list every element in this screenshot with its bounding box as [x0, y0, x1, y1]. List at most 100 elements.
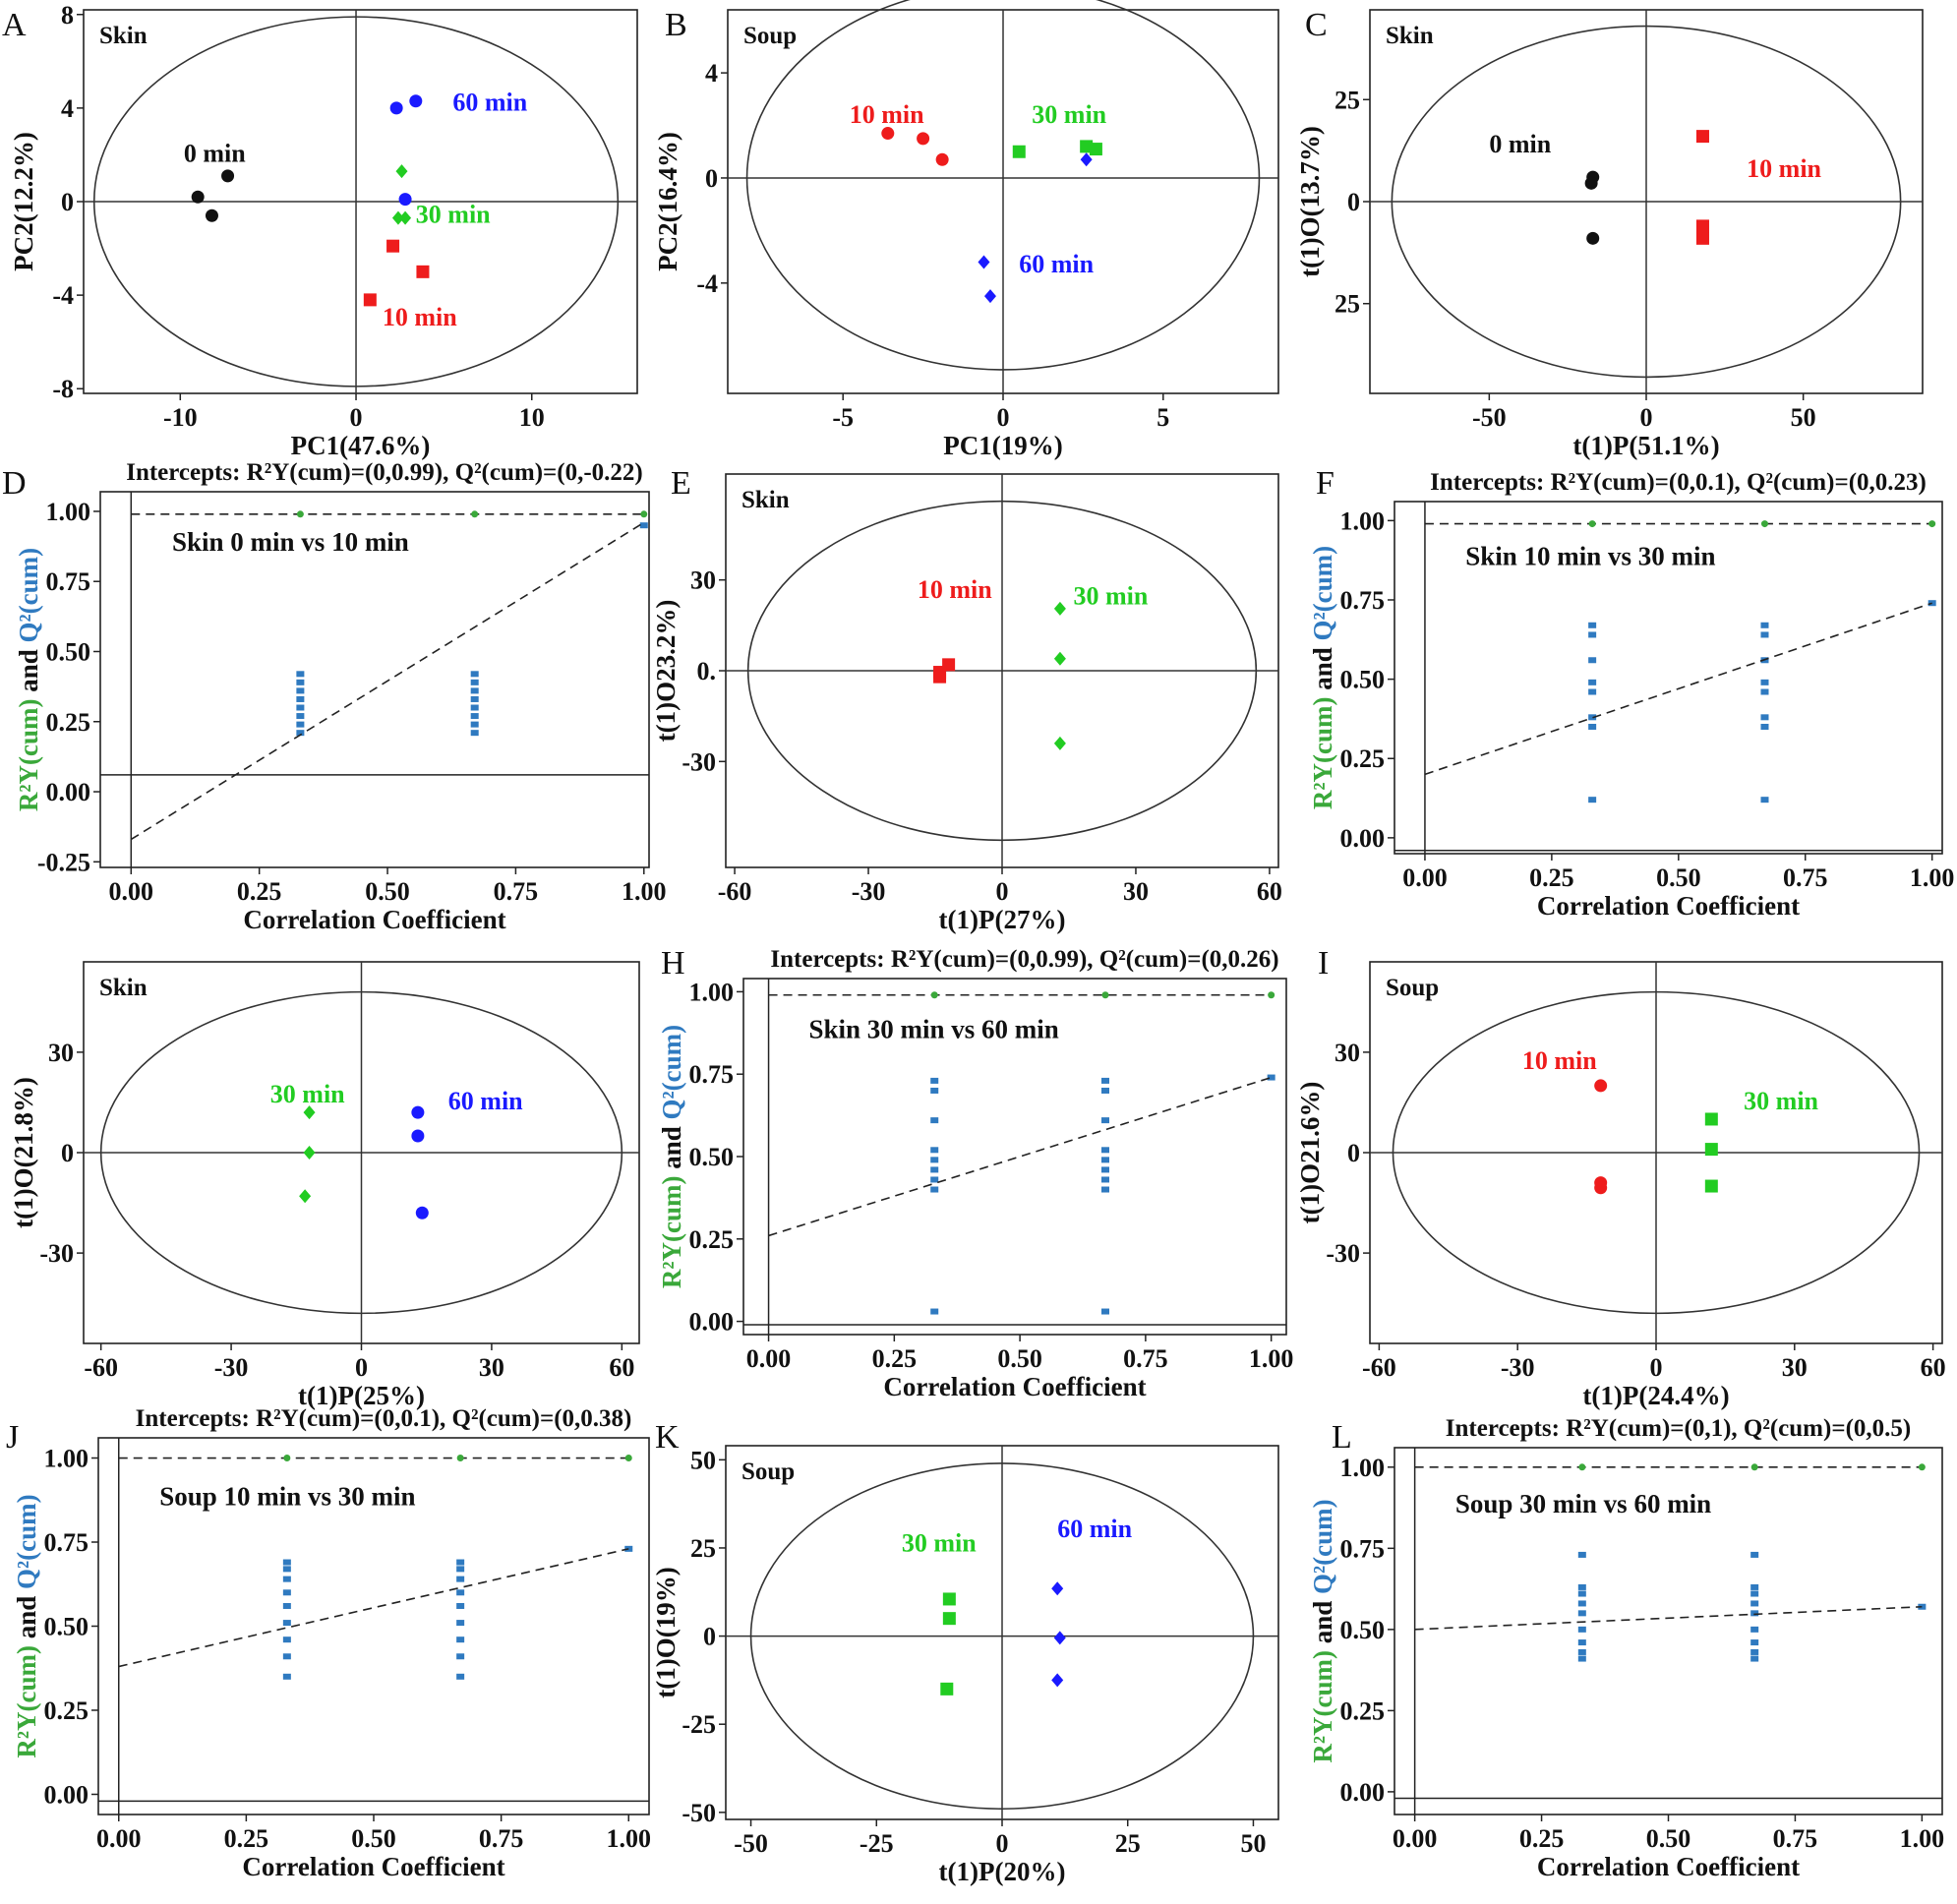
panel-letter: A	[2, 7, 27, 43]
y-tick-label: 1.00	[44, 1445, 89, 1473]
y-axis-title: R²Y(cum) and Q²(cum)	[14, 548, 43, 811]
y-tick-label: 0.50	[1340, 1616, 1386, 1644]
q2-point	[930, 1176, 939, 1183]
y-axis-title-part: and	[657, 1119, 686, 1175]
x-tick-label: 1.00	[607, 1824, 652, 1853]
panel-letter: D	[2, 465, 27, 502]
q2-point	[1577, 1655, 1586, 1662]
red-square-point	[1695, 231, 1709, 245]
x-tick-label: 1.00	[1249, 1344, 1294, 1373]
comparison-label: Skin 10 min vs 30 min	[1465, 542, 1715, 571]
q2-point	[1760, 631, 1769, 638]
y-tick-label: 0	[61, 1139, 74, 1167]
q2-point	[930, 1087, 939, 1094]
blue-diamond-point	[1080, 152, 1093, 167]
q2-point	[1588, 714, 1597, 721]
r2y-point	[1760, 520, 1768, 528]
q2-point	[282, 1653, 291, 1660]
q2-point	[1588, 723, 1597, 730]
blue-circle-point	[398, 193, 412, 207]
q2-point	[456, 1673, 465, 1680]
q2-point	[930, 1166, 939, 1173]
q2-regression-line	[768, 1076, 1272, 1237]
y-tick-label: 25	[1334, 290, 1360, 319]
x-tick-label: -30	[214, 1353, 249, 1382]
y-axis-title: t(1)O23.2%)	[651, 600, 681, 743]
blue-circle-point	[411, 1129, 425, 1143]
q2-point	[470, 687, 479, 694]
y-axis-title: R²Y(cum) and Q²(cum)	[657, 1025, 686, 1288]
y-tick-label: 1.00	[689, 978, 735, 1006]
q2-point	[1750, 1551, 1759, 1558]
q2-point	[282, 1673, 291, 1680]
q2-point	[282, 1559, 291, 1566]
y-tick-label: 0.75	[1340, 1534, 1386, 1563]
y-axis-title: PC2(16.4%)	[653, 132, 682, 271]
green-diamond-point	[303, 1146, 316, 1160]
group-label: 0 min	[184, 140, 246, 168]
panel-title: Soup	[1386, 975, 1439, 1001]
blue-diamond-point	[1051, 1581, 1064, 1596]
green-diamond-point	[391, 210, 404, 225]
green-diamond-point	[1053, 651, 1066, 666]
q2-point	[1101, 1117, 1109, 1124]
black-circle-point	[1584, 176, 1598, 190]
x-tick-label: 0.25	[224, 1824, 269, 1853]
q2-point	[456, 1559, 465, 1566]
x-tick-label: 0.25	[1529, 863, 1574, 892]
blue-diamond-point	[1051, 1673, 1064, 1688]
r2y-point	[456, 1455, 464, 1462]
intercepts-title: Intercepts: R²Y(cum)=(0,0.1), Q²(cum)=(0…	[136, 1405, 632, 1432]
comparison-label: Soup 10 min vs 30 min	[159, 1481, 415, 1511]
green-square-point	[1704, 1179, 1718, 1193]
q2-point	[296, 730, 305, 737]
y-tick-label: 0.00	[46, 778, 91, 806]
y-tick-label: 0.25	[689, 1225, 735, 1254]
x-tick-label: -60	[1362, 1353, 1396, 1382]
y-tick-label: 0.25	[1340, 744, 1386, 773]
y-tick-label: -30	[682, 747, 716, 776]
group-label: 10 min	[850, 100, 924, 129]
panel-c: C -50 0 50 25 0 25 t(1)P(51.1%) Skin t(1)O(13.7%)…	[1295, 7, 1924, 460]
r2y-point	[471, 510, 479, 518]
y-axis-title-part: and	[1308, 1594, 1337, 1650]
red-circle-point	[881, 127, 895, 141]
q2-point	[1760, 797, 1769, 803]
q2-point	[456, 1576, 465, 1582]
group-label: 10 min	[1747, 154, 1821, 183]
q2-point	[1760, 688, 1769, 695]
panel-j: J 0.00 0.25 0.50 0.75 1.00 0.00 0.25 0.50 0.75 1.0…	[6, 1405, 651, 1881]
x-tick-label: 0.75	[1783, 863, 1828, 892]
group-label: 30 min	[1744, 1087, 1818, 1115]
group-label: 10 min	[1522, 1046, 1597, 1075]
r2y-point	[283, 1455, 291, 1462]
y-tick-label: 0.50	[1340, 666, 1386, 694]
q2-point	[1760, 723, 1769, 730]
y-axis-title-part: Q²(cum)	[1308, 546, 1337, 641]
y-axis-title: R²Y(cum) and Q²(cum)	[12, 1494, 41, 1757]
y-tick-label: 30	[48, 1039, 74, 1067]
q2-point	[456, 1636, 465, 1643]
panel-title: Soup	[741, 1458, 795, 1485]
panel-letter: H	[661, 945, 685, 982]
blue-diamond-point	[978, 255, 990, 269]
red-square-point	[942, 658, 956, 672]
x-tick-label: 0.50	[351, 1824, 396, 1853]
y-tick-label: -25	[682, 1710, 716, 1739]
x-tick-label: 0.75	[1773, 1824, 1818, 1853]
y-tick-label: 1.00	[1340, 506, 1386, 535]
y-tick-label: 0.50	[44, 1613, 89, 1641]
group-label: 30 min	[902, 1529, 977, 1558]
q2-point	[1750, 1655, 1759, 1662]
panel-a: A -10 0 10 -8 -4 0 4 8 PC1(47.6%) Skin PC2(12.2%) 0 …	[2, 1, 638, 460]
q2-point	[1588, 679, 1597, 685]
y-tick-label: -0.25	[37, 848, 90, 876]
y-tick-label: 0.00	[44, 1780, 89, 1809]
panel-letter: B	[665, 7, 687, 43]
q2-point	[1588, 622, 1597, 628]
x-tick-label: -25	[860, 1829, 894, 1858]
red-circle-point	[917, 132, 930, 146]
x-axis-title: Correlation Coefficient	[1537, 1852, 1800, 1881]
panel-g: -60 -30 0 30 60 30 0 -30 t(1)P(25%) Skin t(1)O(21.…	[9, 961, 640, 1410]
y-tick-label: 0	[703, 1623, 716, 1651]
